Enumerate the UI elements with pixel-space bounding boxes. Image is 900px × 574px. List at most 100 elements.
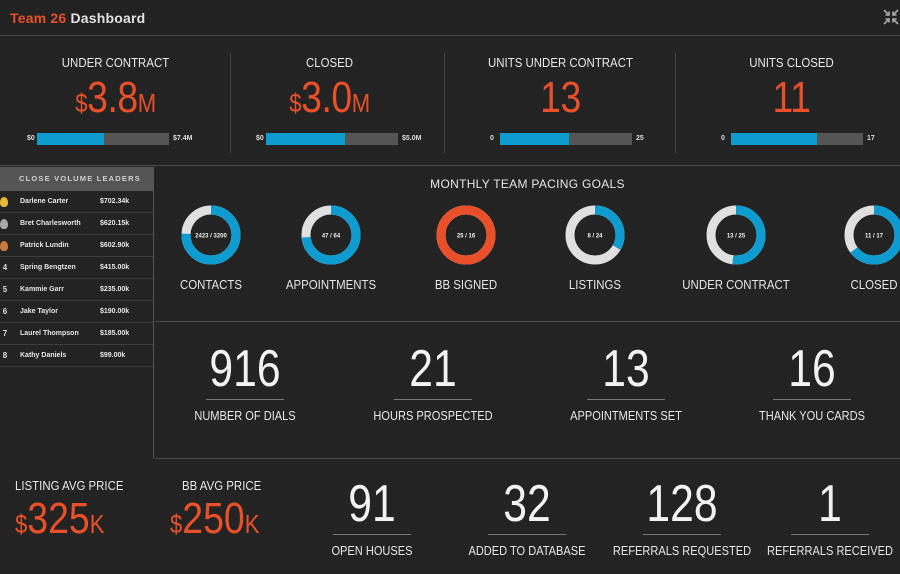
bar-min-label: $0 (256, 135, 264, 142)
monthly-pacing-goals: MONTHLY TEAM PACING GOALS 2423 / 3200 CON… (155, 167, 900, 322)
price-label: BB AVG PRICE (182, 478, 262, 493)
bar-max-label: $5.0M (402, 135, 422, 142)
leader-rank: 7 (2, 329, 8, 338)
stat-thank-you-cards: 16 THANK YOU CARDS (722, 341, 900, 423)
stat-value: 16 (788, 340, 836, 398)
leader-rank: 8 (2, 351, 8, 360)
bar-track (731, 133, 863, 145)
kpi-value: 11 (772, 73, 811, 122)
leader-name: Darlene Carter (20, 198, 69, 205)
leader-name: Spring Bengtzen (20, 264, 76, 271)
stat-divider (206, 399, 284, 400)
stat-label: REFERRALS REQUESTED (612, 543, 752, 558)
donut-chart: 8 / 24 (565, 205, 625, 265)
stat-label: HOURS PROSPECTED (373, 408, 493, 423)
donut-chart: 25 / 16 (436, 205, 496, 265)
kpi-units-under-contract: UNITS UNDER CONTRACT 13 0 25 (445, 37, 676, 166)
silver-medal-icon (0, 219, 8, 229)
stat-label: OPEN HOUSES (331, 543, 413, 558)
stat-value: 128 (646, 475, 718, 533)
stat-value: 91 (348, 475, 396, 533)
stat-divider (791, 534, 869, 535)
stat-referrals-received: 1 REFERRALS RECEIVED (740, 476, 900, 558)
donut-progress-arc (436, 205, 496, 265)
leader-row: 8 Kathy Daniels $99.00k (0, 345, 153, 367)
donut-progress-arc (706, 205, 766, 265)
stat-value: 32 (503, 475, 551, 533)
gauge-contacts: 2423 / 3200 CONTACTS (151, 203, 271, 303)
bottom-row: LISTING AVG PRICE $325K BB AVG PRICE $25… (0, 460, 900, 574)
gauge-label: UNDER CONTRACT (682, 277, 790, 292)
leader-amount: $190.00k (100, 308, 130, 315)
gauge-label: CLOSED (850, 277, 898, 292)
leader-rank: 6 (2, 307, 8, 316)
kpi-value: 13 (540, 73, 581, 122)
donut-chart: 47 / 64 (301, 205, 361, 265)
dashboard-label: Dashboard (70, 10, 146, 26)
stat-value: 21 (409, 340, 457, 398)
stat-divider (643, 534, 721, 535)
gauge-closed: 11 / 17 CLOSED (814, 203, 900, 303)
kpi-units-closed: UNITS CLOSED 11 0 17 (676, 37, 900, 166)
stat-value: 1 (818, 475, 842, 533)
kpi-closed: CLOSED $3.0M $0 $5.0M (214, 37, 445, 166)
stat-value: 13 (602, 340, 650, 398)
gauge-under-contract: 13 / 25 UNDER CONTRACT (676, 203, 796, 303)
kpi-value: $3.8M (75, 73, 156, 122)
kpi-progress-bar: 0 25 (485, 133, 685, 145)
donut-value-text: 8 / 24 (587, 234, 603, 240)
donut-chart: 2423 / 3200 (181, 205, 241, 265)
leaders-title: CLOSE VOLUME LEADERS (0, 167, 153, 191)
stat-referrals-requested: 128 REFERRALS REQUESTED (592, 476, 772, 558)
kpi-progress-bar: 0 17 (716, 133, 900, 145)
activity-stats: 916 NUMBER OF DIALS 21 HOURS PROSPECTED … (155, 323, 900, 459)
donut-value-text: 25 / 16 (457, 234, 476, 240)
leader-amount: $602.90k (100, 242, 130, 249)
stat-label: REFERRALS RECEIVED (767, 543, 893, 558)
kpi-under-contract: UNDER CONTRACT $3.8M $0 $7.4M (0, 37, 231, 166)
leader-row: 4 Spring Bengtzen $415.00k (0, 257, 153, 279)
leader-name: Kathy Daniels (20, 352, 67, 359)
stat-added-to-database: 32 ADDED TO DATABASE (437, 476, 617, 558)
kpi-label: UNDER CONTRACT (61, 55, 170, 70)
leader-amount: $185.00k (100, 330, 130, 337)
kpi-progress-bar: $0 $5.0M (251, 133, 451, 145)
stat-label: APPOINTMENTS SET (570, 408, 682, 423)
donut-value-text: 13 / 25 (727, 234, 746, 240)
stat-divider (587, 399, 665, 400)
kpi-row: UNDER CONTRACT $3.8M $0 $7.4M CLOSED $3.… (0, 37, 900, 166)
donut-progress-arc (301, 205, 361, 265)
bar-fill (731, 133, 817, 145)
leader-row: Bret Charlesworth $620.15k (0, 213, 153, 235)
leader-row: Darlene Carter $702.34k (0, 191, 153, 213)
bar-track (37, 133, 169, 145)
leader-rank: 4 (2, 263, 8, 272)
leader-amount: $235.00k (100, 286, 130, 293)
collapse-arrows-icon[interactable] (882, 8, 900, 26)
donut-value-text: 2423 / 3200 (195, 234, 227, 240)
bar-track (266, 133, 398, 145)
bar-fill (37, 133, 105, 145)
stat-divider (394, 399, 472, 400)
kpi-label: CLOSED (305, 55, 354, 70)
bar-min-label: 0 (721, 135, 725, 142)
price-value: $325K (15, 494, 105, 543)
leader-name: Jake Taylor (20, 308, 59, 315)
leader-amount: $620.15k (100, 220, 130, 227)
stat-label: ADDED TO DATABASE (468, 543, 586, 558)
kpi-label: UNITS CLOSED (749, 55, 834, 70)
kpi-progress-bar: $0 $7.4M (22, 133, 222, 145)
stat-divider (488, 534, 566, 535)
kpi-value: $3.0M (289, 73, 370, 122)
gauge-label: CONTACTS (179, 277, 243, 292)
stat-open-houses: 91 OPEN HOUSES (282, 476, 462, 558)
divider (675, 53, 676, 153)
stat-label: THANK YOU CARDS (758, 408, 866, 423)
leader-name: Bret Charlesworth (20, 220, 81, 227)
title-bar: Team 26 Dashboard (0, 0, 900, 36)
leader-name: Laurel Thompson (20, 330, 79, 337)
leader-row: Patrick Lundin $602.90k (0, 235, 153, 257)
bar-min-label: $0 (27, 135, 35, 142)
donut-progress-arc (565, 205, 625, 265)
gauge-listings: 8 / 24 LISTINGS (535, 203, 655, 303)
